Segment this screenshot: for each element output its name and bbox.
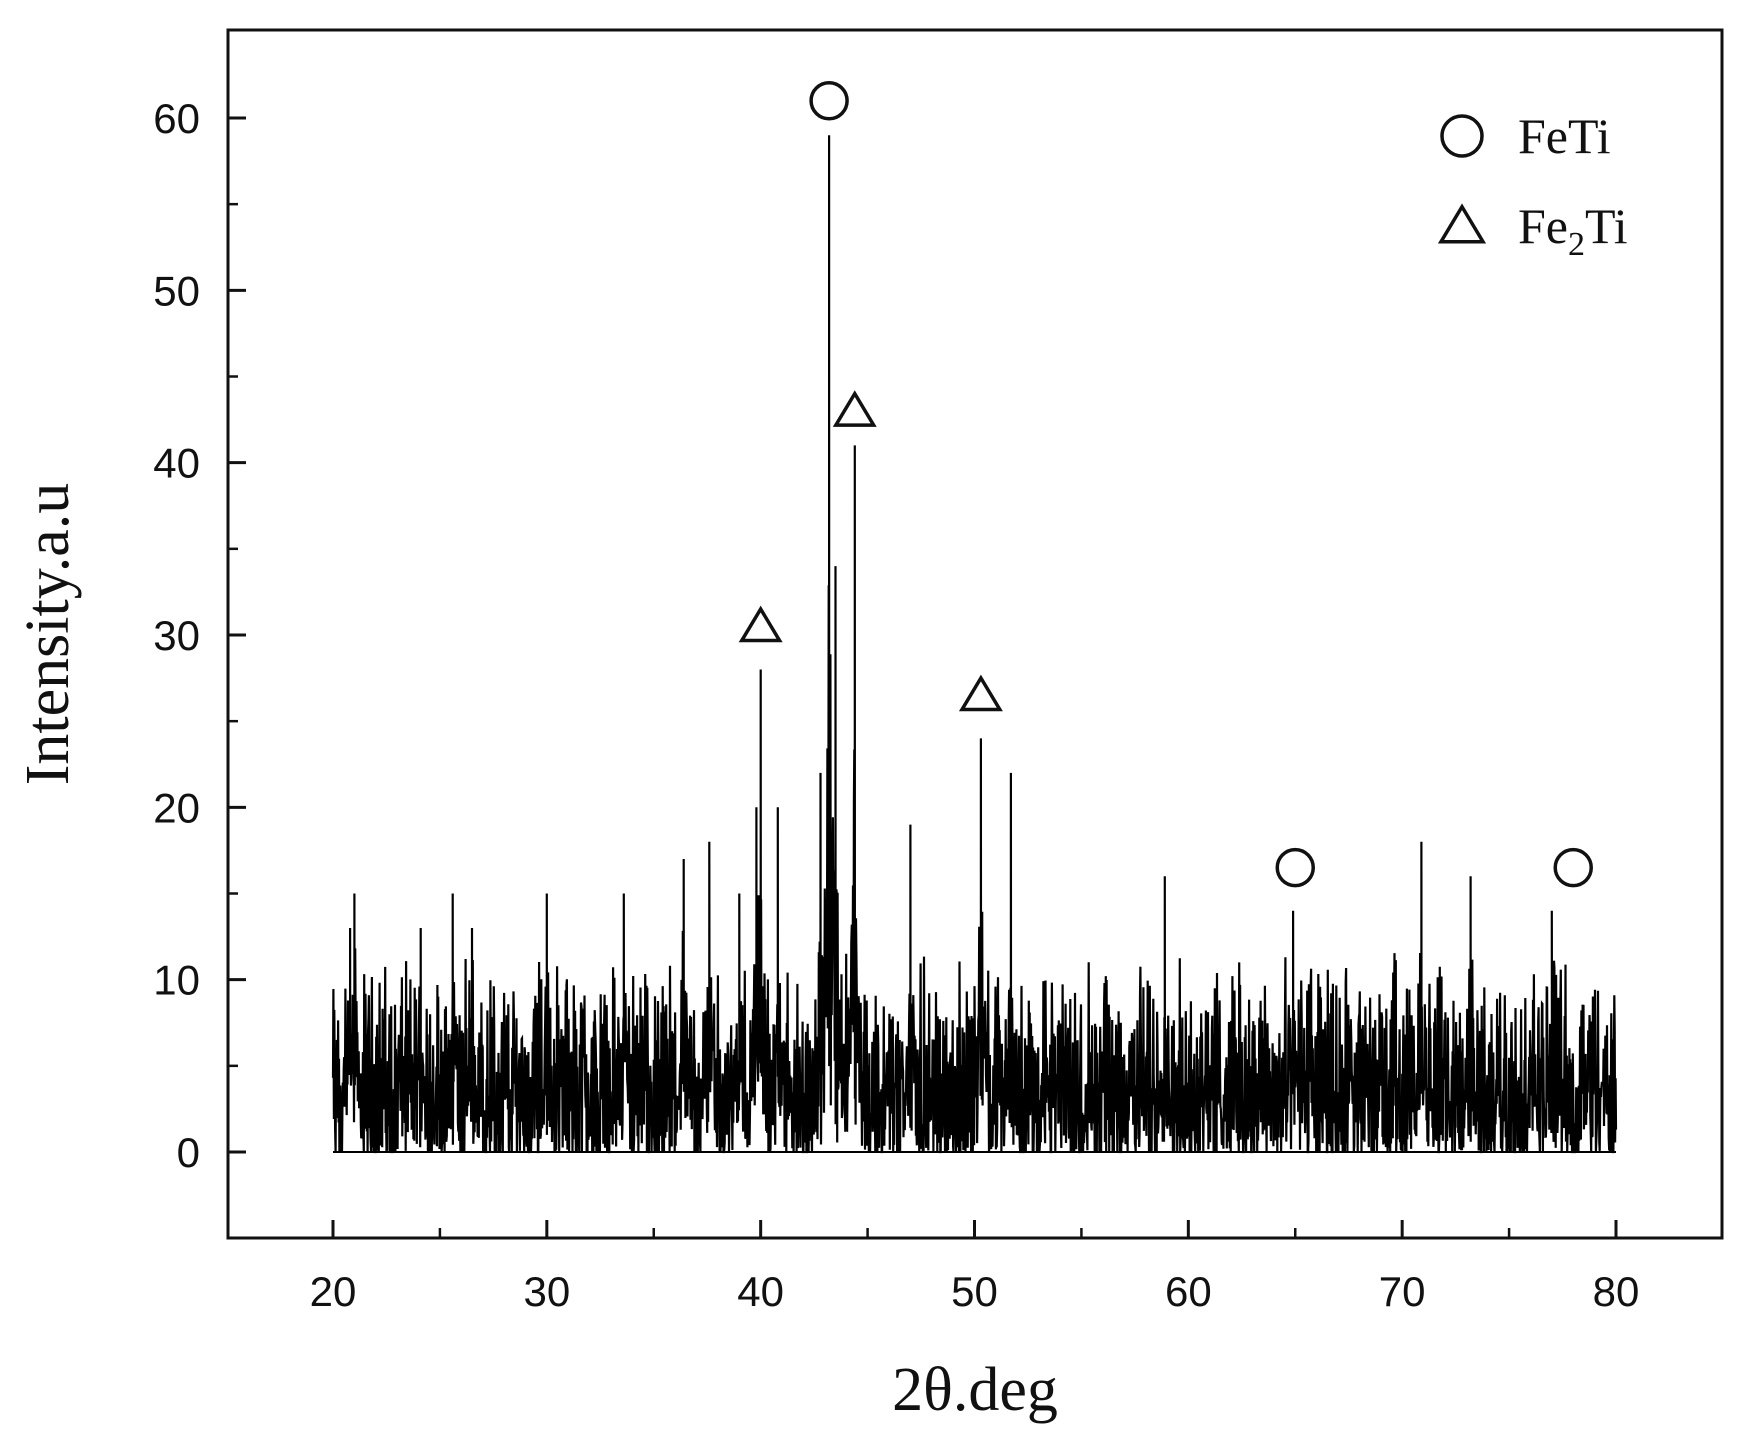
- x-axis: 20 30 40 50 60 70 80: [310, 1220, 1640, 1315]
- data-series: [331, 135, 1618, 1154]
- x-tick-label: 20: [310, 1268, 357, 1315]
- x-tick-label: 60: [1165, 1268, 1212, 1315]
- y-tick-label: 50: [153, 267, 200, 314]
- feti-peak-marker: [1275, 847, 1315, 888]
- x-tick-label: 50: [951, 1268, 998, 1315]
- y-axis-title: Intensity.a.u: [14, 483, 82, 785]
- legend-triangle-marker: [1437, 203, 1487, 244]
- legend: FeTi Fe2Ti: [1437, 108, 1628, 263]
- peak-markers: [738, 81, 1593, 888]
- x-tick-label: 70: [1379, 1268, 1426, 1315]
- feti-peak-marker: [1553, 847, 1593, 888]
- feti-peak-marker: [809, 81, 849, 121]
- x-axis-title: 2θ.deg: [892, 1356, 1058, 1424]
- legend-label: Fe2Ti: [1518, 198, 1628, 263]
- x-tick-label: 30: [523, 1268, 570, 1315]
- legend-label: FeTi: [1518, 108, 1611, 164]
- y-tick-label: 10: [153, 957, 200, 1004]
- y-tick-label: 60: [153, 95, 200, 142]
- fe2ti-peak-marker: [738, 605, 783, 643]
- y-tick-label: 0: [177, 1129, 200, 1176]
- x-tick-label: 40: [737, 1268, 784, 1315]
- legend-circle-marker: [1440, 114, 1484, 158]
- y-tick-label: 20: [153, 784, 200, 831]
- xrd-pattern-line: [331, 135, 1618, 1154]
- y-tick-label: 30: [153, 612, 200, 659]
- fe2ti-peak-marker: [832, 390, 877, 427]
- x-tick-label: 80: [1593, 1268, 1640, 1315]
- y-tick-label: 40: [153, 440, 200, 487]
- fe2ti-peak-marker: [958, 674, 1003, 712]
- y-axis: 0 10 20 30 40 50 60: [153, 95, 246, 1176]
